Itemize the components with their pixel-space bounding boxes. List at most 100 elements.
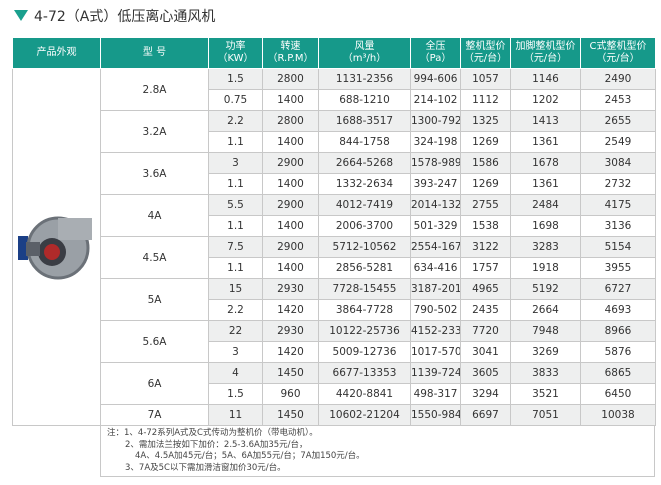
cell: 1300-792 (410, 110, 461, 132)
cell: 5154 (580, 236, 656, 258)
cell: 1578-989 (410, 152, 461, 174)
cell: 501-329 (410, 215, 461, 237)
cell: 4012-7419 (318, 194, 411, 216)
table-row: 4.5A7.529005712-105622554-16733122328351… (13, 236, 656, 279)
table-row: 6A 4 1450 6677-13353 1139-724 3605 3833 6865 (13, 362, 656, 405)
cell: 1112 (460, 89, 511, 111)
cell: 1550-984 (410, 404, 461, 426)
cell: 1688-3517 (318, 110, 411, 132)
cell: 2900 (262, 152, 319, 174)
cell: 2.2 (208, 299, 263, 321)
header-line: C式整机型价 (589, 41, 647, 52)
cell: 2755 (460, 194, 511, 216)
table-row: 1.5 960 4420-8841 498-317 3294 3521 6450 (13, 383, 656, 405)
cell: 7720 (460, 320, 511, 342)
table-row: 1.1 1400 2006-3700 501-329 1538 1698 3136 (13, 215, 656, 237)
cell: 2930 (262, 278, 319, 300)
model-cell: 5A (100, 278, 209, 321)
cell: 2800 (262, 68, 319, 90)
model-cell: 4A (100, 194, 209, 237)
cell: 2664 (510, 299, 581, 321)
cell: 1.5 (208, 68, 263, 90)
cell: 1017-570 (410, 341, 461, 363)
header-line: （R.P.M） (267, 53, 314, 64)
cell: 1.1 (208, 131, 263, 153)
cell: 790-502 (410, 299, 461, 321)
cell: 2856-5281 (318, 257, 411, 279)
header-line: 转速 (280, 41, 301, 52)
cell: 498-317 (410, 383, 461, 405)
cell: 3864-7728 (318, 299, 411, 321)
note-line: 4A、4.5A加45元/台；5A、6A加55元/台；7A加150元/台。 (135, 451, 365, 461)
cell: 4693 (580, 299, 656, 321)
cell: 15 (208, 278, 263, 300)
cell: 3041 (460, 341, 511, 363)
header-line: 型 号 (142, 47, 167, 58)
column-header: 整机型价 （元/台） (460, 37, 511, 69)
header-line: 加脚整机型价 (515, 41, 576, 52)
table-row: 7A 11 1450 10602-21204 1550-984 6697 7051 10038 (13, 404, 656, 426)
cell: 22 (208, 320, 263, 342)
header-line: 风量 (354, 41, 375, 52)
header-line: （m³/h） (342, 53, 387, 64)
cell: 1361 (510, 173, 581, 195)
price-table: 产品外观型 号功率 （KW） 转速 （R.P.M） 风量 （m³/h） 全压 （Pa） 整机型价… (12, 37, 656, 426)
title: 4-72（A式）低压离心通风机 (34, 9, 216, 25)
table-row: 1.1 1400 844-1758 324-198 1269 1361 2549 (13, 131, 656, 153)
cell: 11 (208, 404, 263, 426)
cell: 6450 (580, 383, 656, 405)
cell: 7728-15455 (318, 278, 411, 300)
model-cell: 7A (100, 404, 209, 426)
cell: 2.2 (208, 110, 263, 132)
note-line: 2、需加法兰按如下加价：2.5-3.6A加35元/台， (125, 439, 308, 450)
model-cell: 3.6A (100, 152, 209, 195)
table-row: 2.8A 1.5 2800 1131-2356 994-606 1057 1146 2490 (12, 68, 656, 426)
cell: 1202 (510, 89, 581, 111)
table-row: 2.2 1420 3864-7728 790-502 2435 2664 4693 (13, 299, 656, 321)
table-row: 5.6A22293010122-257364152-23307720794889… (13, 320, 656, 363)
cell: 2655 (580, 110, 656, 132)
cell: 1400 (262, 173, 319, 195)
column-header: 功率 （KW） (208, 37, 263, 69)
cell: 2664-5268 (318, 152, 411, 174)
cell: 1.1 (208, 257, 263, 279)
cell: 5876 (580, 341, 656, 363)
cell: 3605 (460, 362, 511, 384)
cell: 1450 (262, 362, 319, 384)
cell: 634-416 (410, 257, 461, 279)
cell: 214-102 (410, 89, 461, 111)
header-line: （元/台） (596, 53, 640, 64)
cell: 2549 (580, 131, 656, 153)
model-cell: 6A (100, 362, 209, 405)
cell: 5192 (510, 278, 581, 300)
cell: 1420 (262, 299, 319, 321)
table-body: 2.8A 1.5 2800 1131-2356 994-606 1057 1146 2490 0… (12, 68, 656, 426)
cell: 4965 (460, 278, 511, 300)
cell: 7948 (510, 320, 581, 342)
cell: 1400 (262, 257, 319, 279)
cell: 3521 (510, 383, 581, 405)
table-row: 3.2A 2.2 2800 1688-3517 1300-792 1325 1413 2655 (13, 110, 656, 153)
column-header: 加脚整机型价 （元/台） (510, 37, 581, 69)
column-header: 型 号 (100, 37, 209, 69)
cell: 2900 (262, 236, 319, 258)
cell: 1.5 (208, 383, 263, 405)
cell: 1325 (460, 110, 511, 132)
cell: 2490 (580, 68, 656, 90)
table-row: 3 1420 5009-12736 1017-570 3041 3269 5876 (13, 341, 656, 363)
cell: 1450 (262, 404, 319, 426)
cell: 7051 (510, 404, 581, 426)
note-line: 3、7A及5C以下需加滑洁窗加价30元/台。 (125, 462, 286, 473)
title-icon (14, 10, 28, 21)
cell: 3269 (510, 341, 581, 363)
cell: 393-247 (410, 173, 461, 195)
cell: 5712-10562 (318, 236, 411, 258)
cell: 1131-2356 (318, 68, 411, 90)
cell: 10038 (580, 404, 656, 426)
cell: 3 (208, 152, 263, 174)
cell: 2900 (262, 194, 319, 216)
cell: 1698 (510, 215, 581, 237)
cell: 2453 (580, 89, 656, 111)
